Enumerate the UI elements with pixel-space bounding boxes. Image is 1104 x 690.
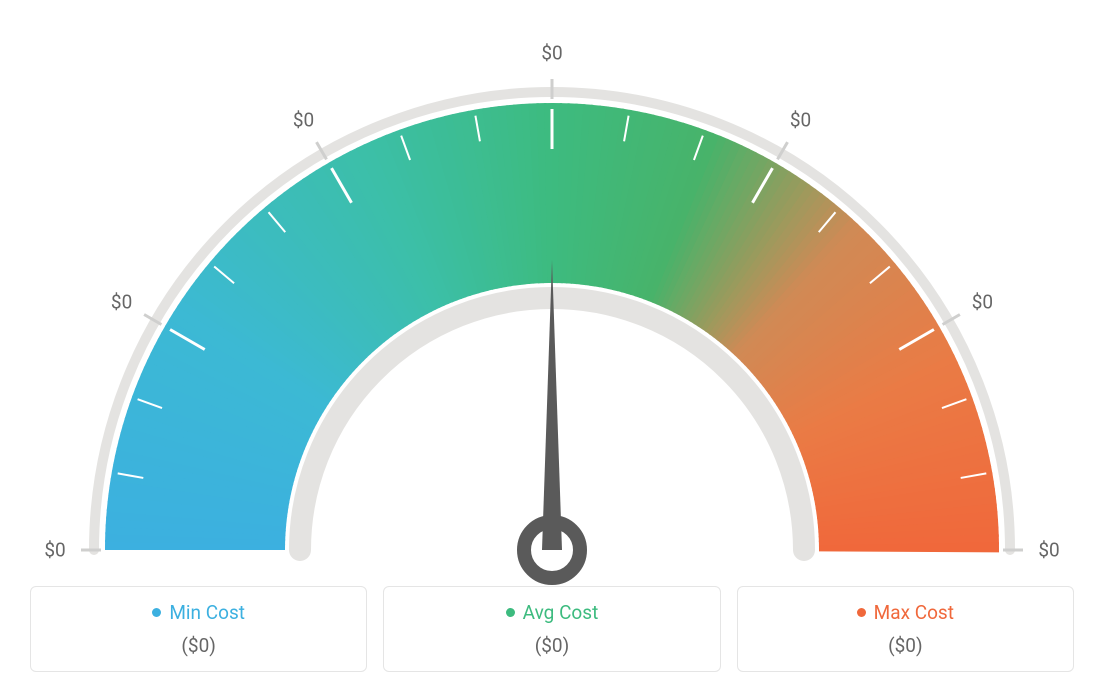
legend-card-min: Min Cost ($0) [30, 586, 367, 672]
legend-value-avg: ($0) [394, 634, 709, 657]
legend-card-max: Max Cost ($0) [737, 586, 1074, 672]
legend-label-min: Min Cost [169, 601, 245, 624]
gauge-tick-label: $0 [44, 539, 65, 562]
gauge-tick-label: $0 [111, 290, 132, 313]
gauge-tick-label: $0 [790, 108, 811, 131]
gauge-svg [0, 10, 1104, 590]
gauge-area: $0 $0 $0 $0 $0 $0 $0 [0, 0, 1104, 560]
gauge-tick-label: $0 [541, 42, 562, 65]
legend-dot-avg [506, 608, 515, 617]
gauge-tick-label: $0 [1038, 539, 1059, 562]
legend-value-max: ($0) [748, 634, 1063, 657]
legend-label-max: Max Cost [874, 601, 954, 624]
legend-dot-min [152, 608, 161, 617]
legend-row: Min Cost ($0) Avg Cost ($0) Max Cost ($0… [30, 586, 1074, 672]
gauge-chart-container: $0 $0 $0 $0 $0 $0 $0 Min Cost ($0) Avg Cost ($… [0, 0, 1104, 690]
legend-value-min: ($0) [41, 634, 356, 657]
legend-dot-max [857, 608, 866, 617]
gauge-tick-label: $0 [293, 108, 314, 131]
legend-card-avg: Avg Cost ($0) [383, 586, 720, 672]
legend-label-avg: Avg Cost [523, 601, 599, 624]
gauge-tick-label: $0 [972, 290, 993, 313]
